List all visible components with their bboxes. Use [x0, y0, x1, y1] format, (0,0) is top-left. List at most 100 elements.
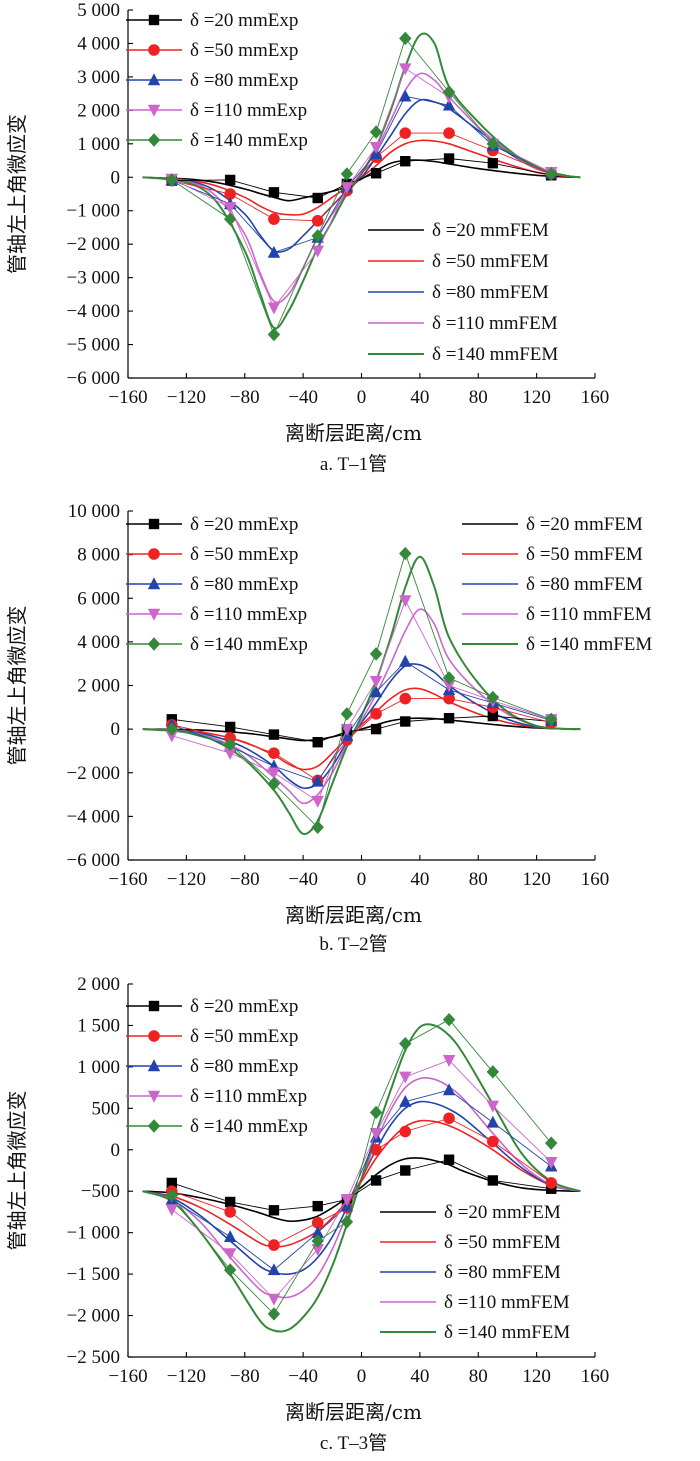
legend-marker — [148, 14, 160, 26]
exp-point-3-0 — [165, 730, 178, 743]
exp-line-0 — [171, 1159, 552, 1211]
legend-marker — [147, 637, 161, 651]
exp-point-1-3 — [311, 214, 324, 227]
x-tick-label: 80 — [469, 1366, 488, 1387]
exp-point-4-7 — [442, 1012, 456, 1027]
y-tick-label: 6 000 — [77, 588, 120, 609]
exp-point-1-9 — [545, 1177, 558, 1189]
exp-point-0-9 — [546, 1183, 557, 1194]
exp-point-4-9 — [545, 167, 558, 181]
x-axis-title: 离断层距离/cm — [285, 903, 422, 927]
legend-label: δ =140 mmFEM — [432, 344, 558, 365]
x-tick-label: −80 — [230, 1366, 260, 1387]
exp-point-2-6 — [399, 654, 412, 667]
exp-point-4-0 — [165, 173, 178, 187]
exp-point-4-2 — [267, 327, 281, 342]
exp-point-0-2 — [268, 729, 280, 740]
exp-line-1 — [171, 132, 552, 222]
exp-line-0 — [171, 158, 552, 199]
y-tick-label: 0 — [111, 1140, 121, 1161]
legend-marker — [148, 1000, 160, 1012]
legend-marker — [147, 1119, 161, 1133]
x-tick-label: 80 — [469, 869, 488, 890]
exp-point-3-6 — [399, 63, 412, 76]
legend-marker — [147, 1059, 161, 1072]
exp-point-0-8 — [487, 710, 499, 722]
exp-point-0-8 — [487, 1175, 499, 1186]
y-tick-label: 8 000 — [77, 545, 120, 566]
x-tick-label: −40 — [288, 387, 318, 408]
x-tick-label: 80 — [469, 387, 488, 408]
exp-point-4-5 — [369, 125, 383, 139]
exp-point-0-7 — [443, 153, 455, 164]
x-tick-label: −160 — [108, 1366, 147, 1387]
legend-marker — [147, 73, 161, 86]
y-tick-label: 0 — [111, 719, 121, 740]
legend-label: δ =80 mmFEM — [432, 282, 549, 303]
x-tick-label: −160 — [108, 869, 147, 890]
fem-line-0 — [142, 717, 581, 742]
exp-point-3-8 — [486, 1100, 500, 1113]
y-tick-label: 2 000 — [77, 676, 120, 697]
y-tick-label: 500 — [92, 1098, 121, 1119]
exp-point-0-7 — [443, 713, 455, 724]
exp-point-4-7 — [442, 671, 456, 685]
legend-marker — [148, 1030, 160, 1042]
legend-label: δ =20 mmExp — [190, 514, 298, 535]
exp-point-2-5 — [369, 685, 383, 698]
exp-line-3 — [171, 67, 552, 309]
x-tick-label: −120 — [167, 1366, 206, 1387]
y-tick-label: 1 000 — [77, 1057, 120, 1078]
legend-label: δ =80 mmExp — [190, 1056, 298, 1077]
exp-point-4-9 — [545, 712, 558, 727]
y-tick-label: −1 000 — [67, 201, 120, 222]
y-tick-label: 4 000 — [77, 632, 120, 653]
fem-line-4 — [142, 555, 581, 836]
legend-label: δ =50 mmExp — [190, 1026, 298, 1047]
y-tick-label: 1 000 — [77, 134, 120, 155]
exp-point-1-7 — [443, 1112, 455, 1125]
x-tick-label: 0 — [357, 869, 367, 890]
exp-point-4-3 — [311, 229, 324, 243]
exp-point-3-6 — [399, 595, 412, 608]
exp-line-2 — [171, 660, 552, 783]
exp-point-4-1 — [223, 737, 237, 752]
exp-point-3-6 — [399, 1071, 412, 1084]
y-tick-label: −1 000 — [67, 1223, 120, 1244]
legend-marker — [148, 44, 160, 56]
legend-label: δ =80 mmFEM — [526, 574, 643, 595]
exp-point-4-9 — [545, 1136, 558, 1150]
legend-label: δ =80 mmExp — [190, 574, 298, 595]
exp-point-0-1 — [224, 721, 236, 733]
y-tick-label: −4 000 — [67, 301, 120, 322]
legend-marker — [148, 548, 160, 560]
legend-label: δ =20 mmFEM — [444, 1202, 561, 1223]
panel-caption: c. T–3管 — [320, 1432, 387, 1454]
legend-marker — [148, 518, 160, 530]
exp-point-0-5 — [370, 1175, 382, 1186]
x-tick-label: −40 — [288, 1366, 318, 1387]
exp-point-4-3 — [311, 820, 324, 834]
x-tick-label: 40 — [410, 1366, 429, 1387]
x-tick-label: 0 — [357, 1366, 367, 1387]
legend-label: δ =140 mmExp — [190, 634, 308, 655]
legend-label: δ =110 mmExp — [190, 100, 307, 121]
exp-line-3 — [171, 599, 552, 802]
exp-line-4 — [171, 1019, 552, 1315]
x-tick-label: 160 — [581, 387, 610, 408]
legend-label: δ =50 mmExp — [190, 544, 298, 565]
legend-label: δ =20 mmExp — [190, 996, 298, 1017]
exp-point-3-2 — [267, 767, 281, 780]
y-tick-label: −6 000 — [67, 850, 120, 871]
exp-point-3-3 — [311, 1244, 324, 1256]
x-tick-label: 160 — [581, 1366, 610, 1387]
y-tick-label: 1 500 — [77, 1015, 120, 1036]
exp-point-0-0 — [166, 1177, 177, 1189]
chart-panel-b: −160 −120 −80 −40 0 40 80 120 160 −6 000 −4 000 −2 … — [5, 501, 652, 955]
exp-point-1-5 — [370, 1143, 382, 1156]
x-tick-label: −120 — [167, 387, 206, 408]
legend-label: δ =140 mmFEM — [444, 1322, 570, 1343]
exp-point-2-1 — [223, 1230, 237, 1243]
exp-line-2 — [171, 95, 552, 254]
exp-point-2-6 — [399, 1095, 412, 1107]
